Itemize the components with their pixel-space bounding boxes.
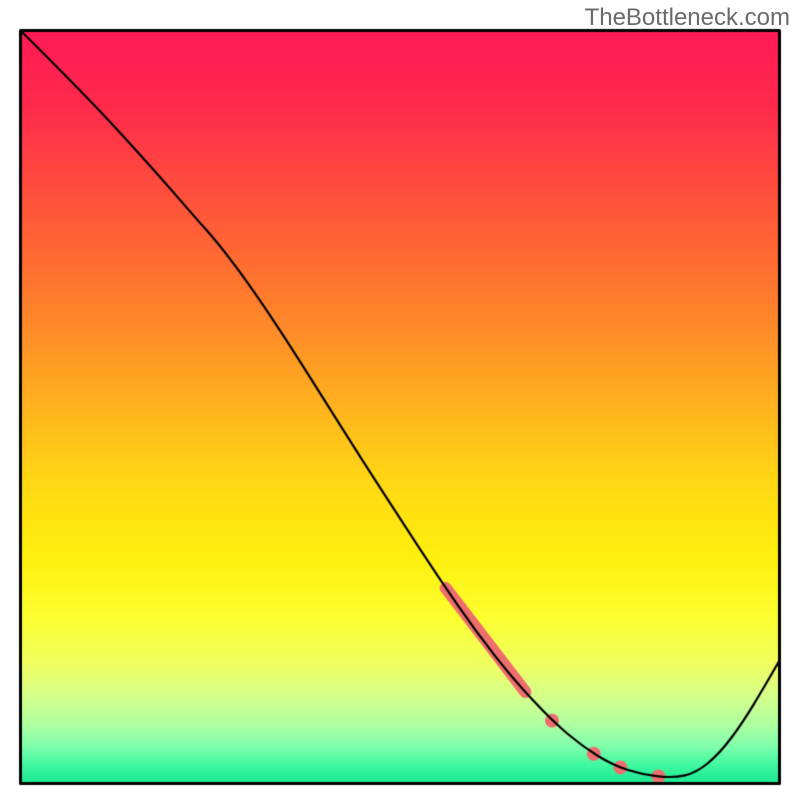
bottleneck-chart: TheBottleneck.com <box>0 0 800 800</box>
chart-canvas <box>0 0 800 800</box>
watermark-text: TheBottleneck.com <box>585 4 790 32</box>
